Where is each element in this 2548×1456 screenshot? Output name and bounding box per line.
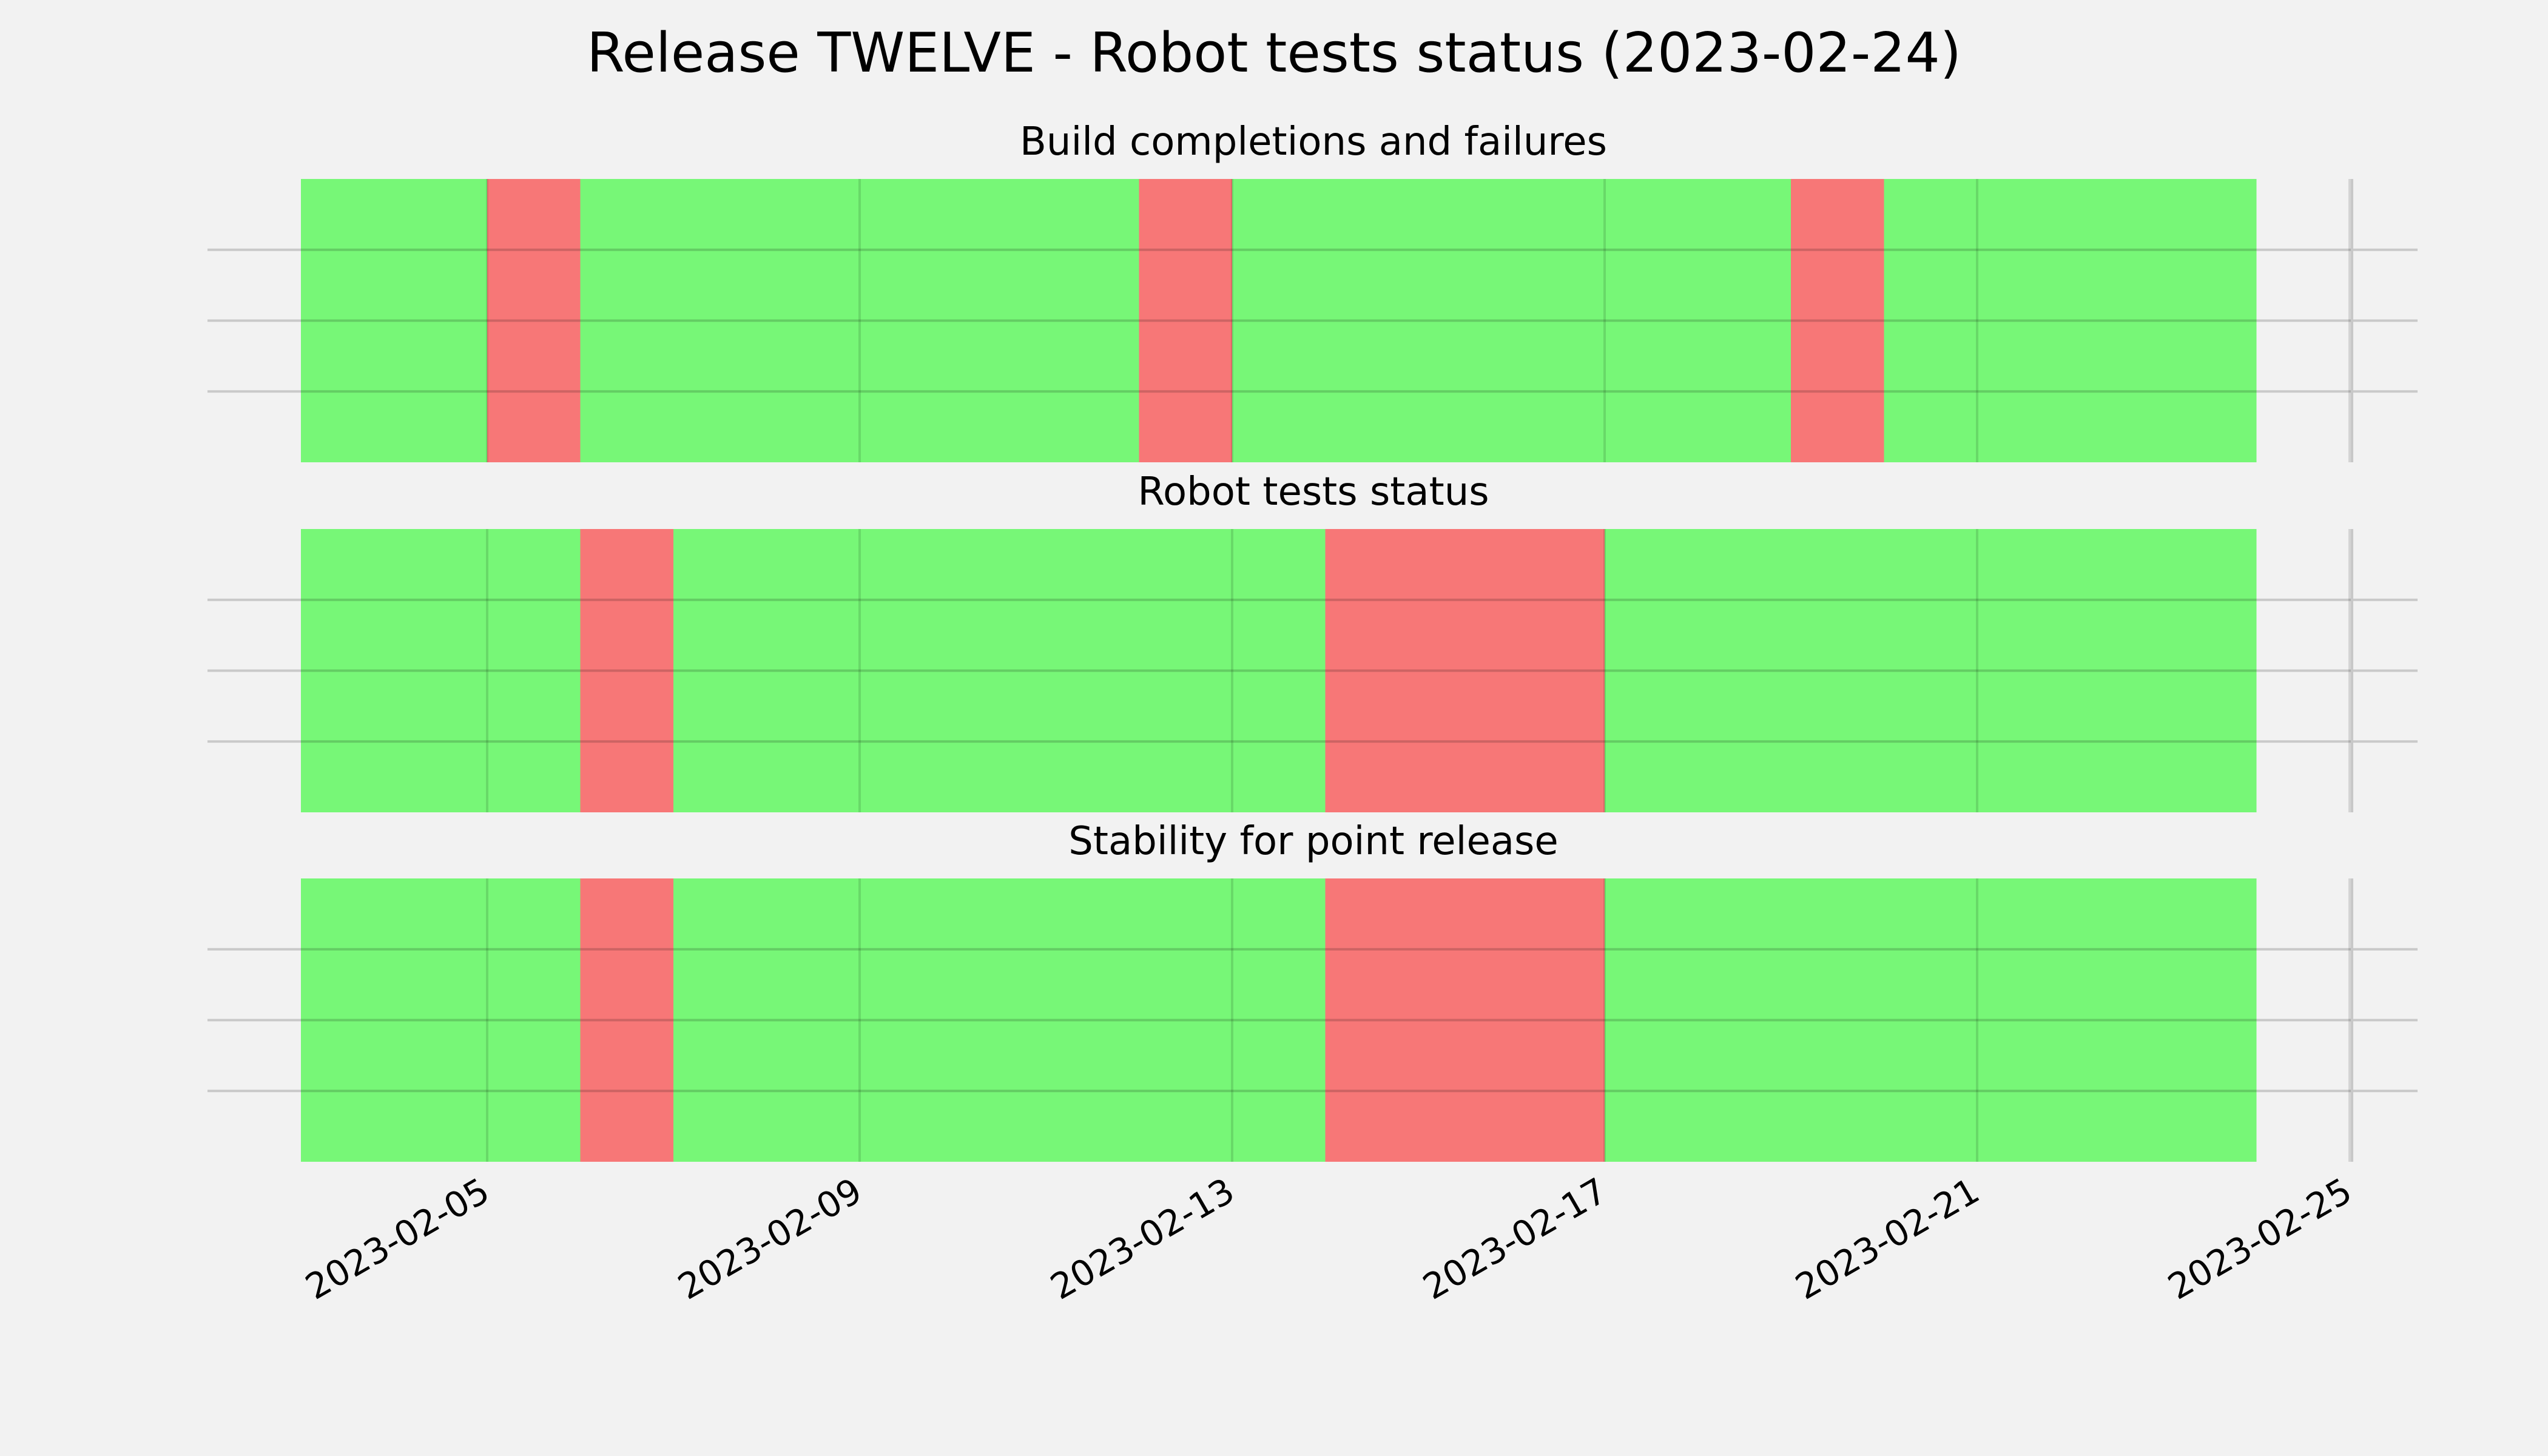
pass-segment [673,878,1326,1162]
fail-segment [1791,179,1884,462]
pass-segment [301,878,581,1162]
panel-title: Stability for point release [1068,819,1559,864]
pass-segment [301,179,487,462]
fail-segment [580,529,673,812]
fail-segment [1325,878,1605,1162]
panel-title: Build completions and failures [1020,120,1607,164]
x-tick-label: 2023-02-25 [2161,1170,2359,1307]
pass-segment [673,529,1326,812]
panel-title: Robot tests status [1138,470,1489,514]
x-tick-label: 2023-02-17 [1416,1170,1614,1307]
chart-title: Release TWELVE - Robot tests status (202… [587,21,1961,85]
x-tick-label: 2023-02-09 [671,1170,869,1307]
pass-segment [1232,179,1791,462]
x-tick-label: 2023-02-05 [298,1170,496,1307]
pass-segment [1605,878,2257,1162]
fail-segment [1325,529,1605,812]
x-tick-label: 2023-02-21 [1788,1170,1986,1307]
pass-segment [1884,179,2257,462]
pass-segment [301,529,581,812]
fail-segment [1139,179,1232,462]
x-tick-label: 2023-02-13 [1043,1170,1241,1307]
fail-segment [580,878,673,1162]
pass-segment [580,179,1139,462]
fail-segment [487,179,581,462]
pass-segment [1605,529,2257,812]
